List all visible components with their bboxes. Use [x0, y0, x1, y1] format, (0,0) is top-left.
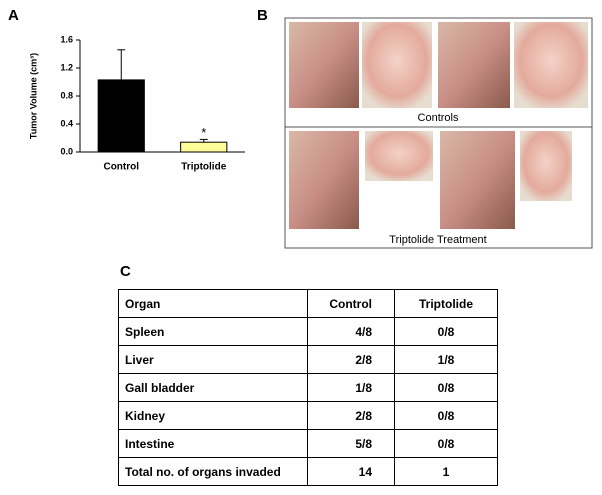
table-cell: 0/8: [394, 401, 498, 430]
table-cell: 1/8: [307, 373, 395, 402]
y-tick-label: 0.0: [60, 146, 73, 156]
table-cell: 1/8: [394, 345, 498, 374]
table-row: Total no. of organs invaded 14 1: [118, 457, 498, 486]
photo: [289, 131, 359, 229]
table-cell: 0/8: [394, 429, 498, 458]
table-row: Gall bladder 1/8 0/8: [118, 373, 498, 402]
photo: [365, 131, 433, 181]
photo-caption: Triptolide Treatment: [389, 234, 486, 246]
table-row: Intestine 5/8 0/8: [118, 429, 498, 458]
table-cell: Intestine: [118, 429, 308, 458]
table-cell: 4/8: [307, 317, 395, 346]
table-cell: Gall bladder: [118, 373, 308, 402]
table-cell: 1: [394, 457, 498, 486]
table-row: Organ Control Triptolide: [118, 289, 498, 318]
table-cell: 0/8: [394, 373, 498, 402]
significance-marker: *: [201, 125, 206, 140]
table-cell: Triptolide: [394, 289, 498, 318]
table-cell: Total no. of organs invaded: [118, 457, 308, 486]
y-axis-label: Tumor Volume (cm³): [28, 53, 38, 139]
table-cell: Liver: [118, 345, 308, 374]
photo: [520, 131, 572, 201]
x-tick-label: Control: [103, 162, 139, 173]
table-cell: 0/8: [394, 317, 498, 346]
panel-label: C: [120, 263, 131, 280]
table-cell: Organ: [118, 289, 308, 318]
photo: [362, 22, 432, 108]
x-tick-label: Triptolide: [181, 162, 226, 173]
table-cell: Spleen: [118, 317, 308, 346]
table-row: Kidney 2/8 0/8: [118, 401, 498, 430]
y-tick-label: 1.2: [60, 62, 73, 72]
bar: [97, 79, 145, 153]
table-cell: 5/8: [307, 429, 395, 458]
photo: [440, 131, 515, 229]
photo: [514, 22, 588, 108]
table-cell: 2/8: [307, 401, 395, 430]
table-cell: Kidney: [118, 401, 308, 430]
y-tick-label: 0.4: [60, 118, 73, 128]
bar: [180, 141, 228, 153]
table-cell: 14: [307, 457, 395, 486]
photo: [289, 22, 359, 108]
y-tick-label: 1.6: [60, 34, 73, 44]
table-row: Liver 2/8 1/8: [118, 345, 498, 374]
table-cell: 2/8: [307, 345, 395, 374]
photo-caption: Controls: [418, 112, 459, 124]
table-cell: Control: [307, 289, 395, 318]
panel-label: B: [257, 7, 268, 24]
y-tick-label: 0.8: [60, 90, 73, 100]
photo: [438, 22, 510, 108]
table-row: Spleen 4/8 0/8: [118, 317, 498, 346]
panel-label: A: [8, 7, 19, 24]
organ-table: Organ Control Triptolide Spleen 4/8 0/8 Liver 2…: [118, 289, 498, 486]
